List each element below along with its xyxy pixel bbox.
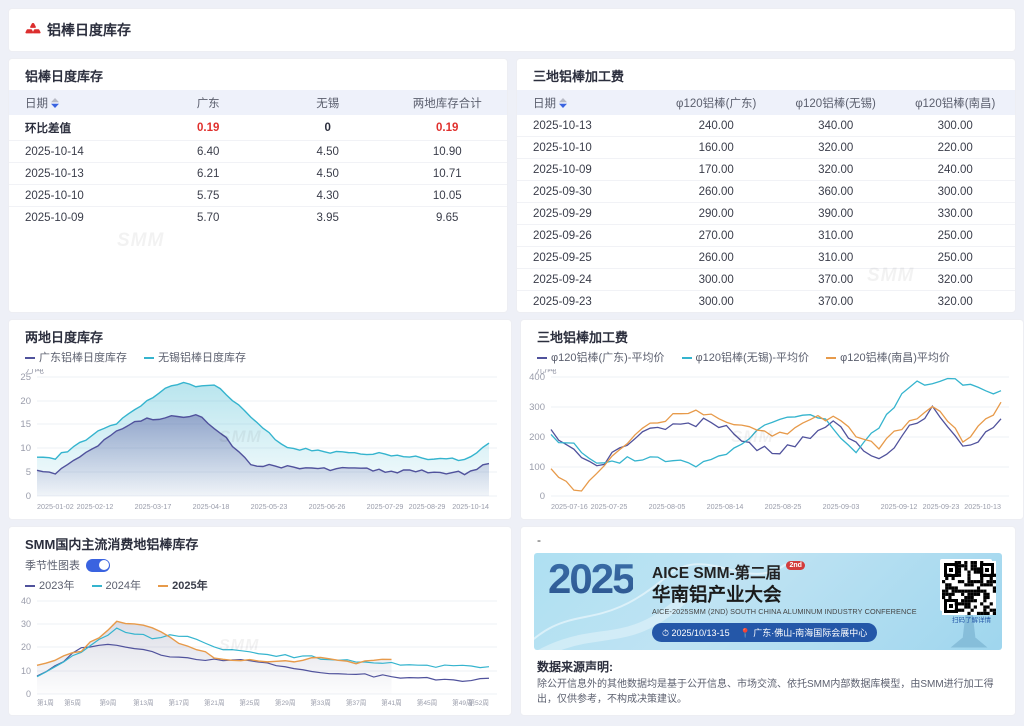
- svg-text:2025-05-23: 2025-05-23: [251, 502, 288, 511]
- svg-text:2025-02-12: 2025-02-12: [77, 502, 114, 511]
- svg-text:2025-08-29: 2025-08-29: [409, 502, 446, 511]
- svg-text:万吨: 万吨: [25, 369, 45, 376]
- svg-text:第41周: 第41周: [381, 698, 402, 707]
- svg-text:40: 40: [21, 596, 31, 606]
- svg-text:300: 300: [529, 402, 545, 413]
- svg-text:2025-08-25: 2025-08-25: [765, 502, 802, 511]
- svg-text:2025-07-29: 2025-07-29: [367, 502, 404, 511]
- svg-text:第33周: 第33周: [310, 698, 331, 707]
- svg-text:20: 20: [21, 642, 31, 652]
- svg-text:200: 200: [529, 432, 545, 443]
- svg-text:第9周: 第9周: [99, 698, 116, 707]
- svg-text:第45周: 第45周: [417, 698, 438, 707]
- svg-text:第25周: 第25周: [239, 698, 260, 707]
- svg-text:第13周: 第13周: [133, 698, 154, 707]
- svg-text:100: 100: [529, 462, 545, 473]
- svg-text:10: 10: [20, 443, 31, 454]
- svg-text:2025-04-18: 2025-04-18: [193, 502, 230, 511]
- svg-text:2025-10-14: 2025-10-14: [452, 502, 489, 511]
- svg-text:2025-08-05: 2025-08-05: [649, 502, 686, 511]
- svg-text:2025-06-26: 2025-06-26: [309, 502, 346, 511]
- svg-text:0: 0: [26, 689, 31, 699]
- svg-text:20: 20: [20, 396, 31, 407]
- svg-text:0: 0: [26, 491, 31, 502]
- svg-text:第17周: 第17周: [169, 698, 190, 707]
- svg-text:2025-09-12: 2025-09-12: [881, 502, 918, 511]
- svg-text:5: 5: [26, 467, 31, 478]
- svg-text:第52周: 第52周: [468, 698, 489, 707]
- svg-text:元/吨: 元/吨: [535, 369, 557, 376]
- svg-text:2025-03-17: 2025-03-17: [135, 502, 172, 511]
- svg-text:第5周: 第5周: [64, 698, 81, 707]
- svg-text:2025-09-23: 2025-09-23: [923, 502, 960, 511]
- svg-text:第1周: 第1周: [37, 698, 54, 707]
- svg-text:2025-08-14: 2025-08-14: [707, 502, 744, 511]
- svg-text:15: 15: [20, 419, 31, 430]
- svg-text:0: 0: [540, 491, 545, 502]
- svg-text:2025-09-03: 2025-09-03: [823, 502, 860, 511]
- svg-text:10: 10: [21, 666, 31, 676]
- svg-text:2025-07-25: 2025-07-25: [591, 502, 628, 511]
- svg-text:第21周: 第21周: [204, 698, 225, 707]
- svg-text:2025-07-16: 2025-07-16: [551, 502, 588, 511]
- svg-text:第29周: 第29周: [275, 698, 296, 707]
- svg-text:第37周: 第37周: [346, 698, 367, 707]
- svg-text:2025-01-02: 2025-01-02: [37, 502, 74, 511]
- svg-text:2025-10-13: 2025-10-13: [964, 502, 1001, 511]
- svg-text:30: 30: [21, 619, 31, 629]
